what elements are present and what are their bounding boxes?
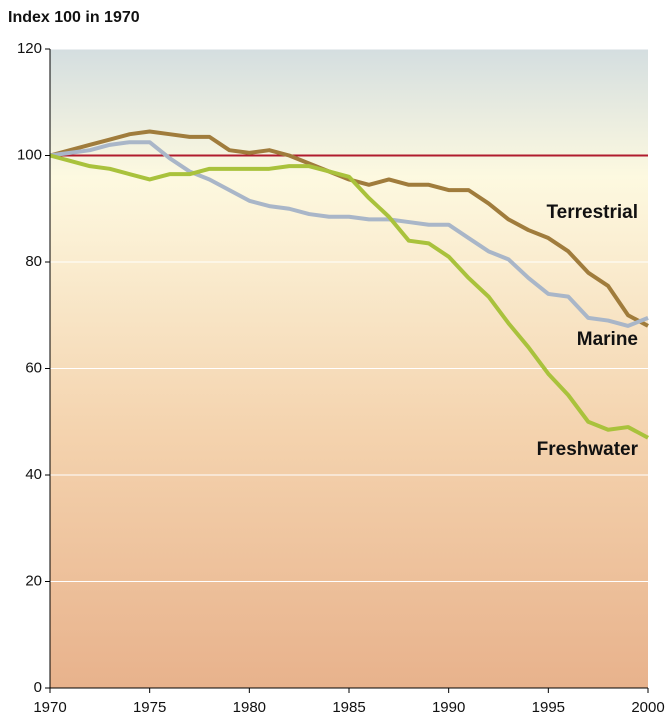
y-tick-label: 80 xyxy=(25,253,42,270)
x-tick-label: 1975 xyxy=(133,699,166,716)
series-label: Marine xyxy=(577,329,638,350)
y-tick-label: 120 xyxy=(17,40,42,57)
y-tick-label: 100 xyxy=(17,146,42,163)
series-line xyxy=(49,153,649,440)
series-label: Terrestrial xyxy=(546,202,638,223)
chart-title: Index 100 in 1970 xyxy=(8,9,140,26)
y-tick-label: 40 xyxy=(25,466,42,483)
series-line xyxy=(49,140,649,328)
x-tick-label: 1985 xyxy=(332,699,365,716)
y-tick-label: 20 xyxy=(25,572,42,589)
y-tick-label: 0 xyxy=(34,679,42,696)
series-label: Freshwater xyxy=(537,439,639,460)
x-tick-label: 1990 xyxy=(432,699,465,716)
y-tick-label: 60 xyxy=(25,359,42,376)
x-tick-label: 1980 xyxy=(233,699,266,716)
x-tick-label: 2000 xyxy=(631,699,664,716)
x-tick-label: 1970 xyxy=(33,699,66,716)
x-tick-label: 1995 xyxy=(532,699,565,716)
